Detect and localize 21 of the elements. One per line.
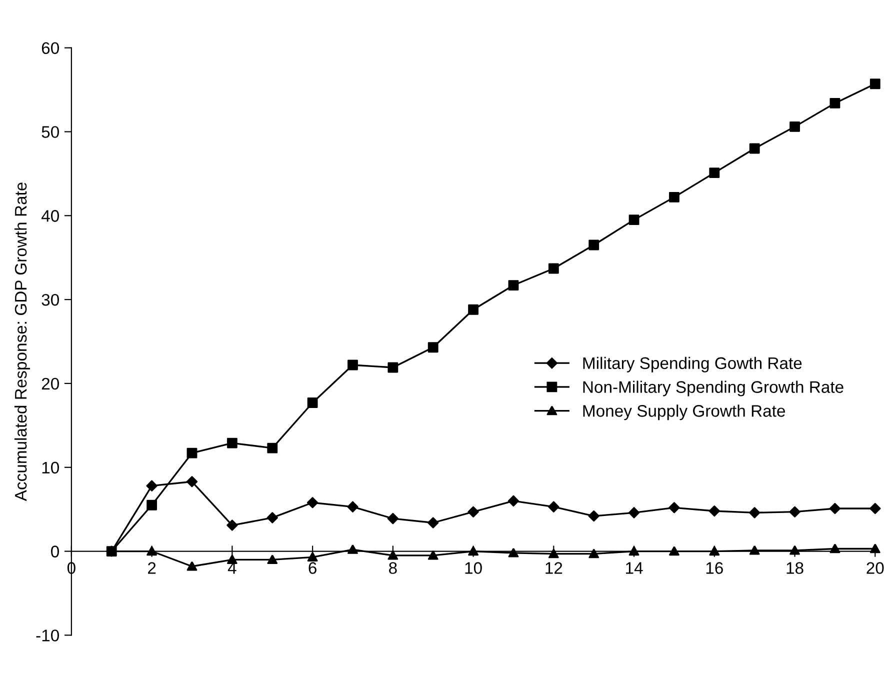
y-tick-label: 50 [42,126,59,138]
legend-label: Non-Military Spending Growth Rate [583,380,844,396]
y-tick-label: 20 [42,378,59,390]
x-tick-label: 10 [465,562,482,574]
x-tick-label: 6 [308,562,316,574]
y-tick-label: -10 [36,630,59,642]
legend-label: Military Spending Gowth Rate [583,356,802,372]
y-axis-title: Accumulated Response: GDP Growth Rate [14,182,30,502]
y-tick-label: 40 [41,210,59,222]
x-tick-label: 12 [546,562,562,574]
x-tick-label: 18 [786,562,804,574]
x-tick-label: 20 [866,562,884,574]
x-tick-label: 16 [706,562,723,574]
x-tick-label: 2 [148,562,156,574]
y-tick-label: 10 [42,462,59,474]
y-tick-label: 60 [42,42,59,54]
y-tick-label: 0 [51,546,59,558]
x-tick-label: 8 [389,562,397,574]
y-tick-label: 30 [42,294,59,306]
legend-label: Money Supply Growth Rate [583,404,785,420]
x-tick-label: 14 [626,562,643,574]
